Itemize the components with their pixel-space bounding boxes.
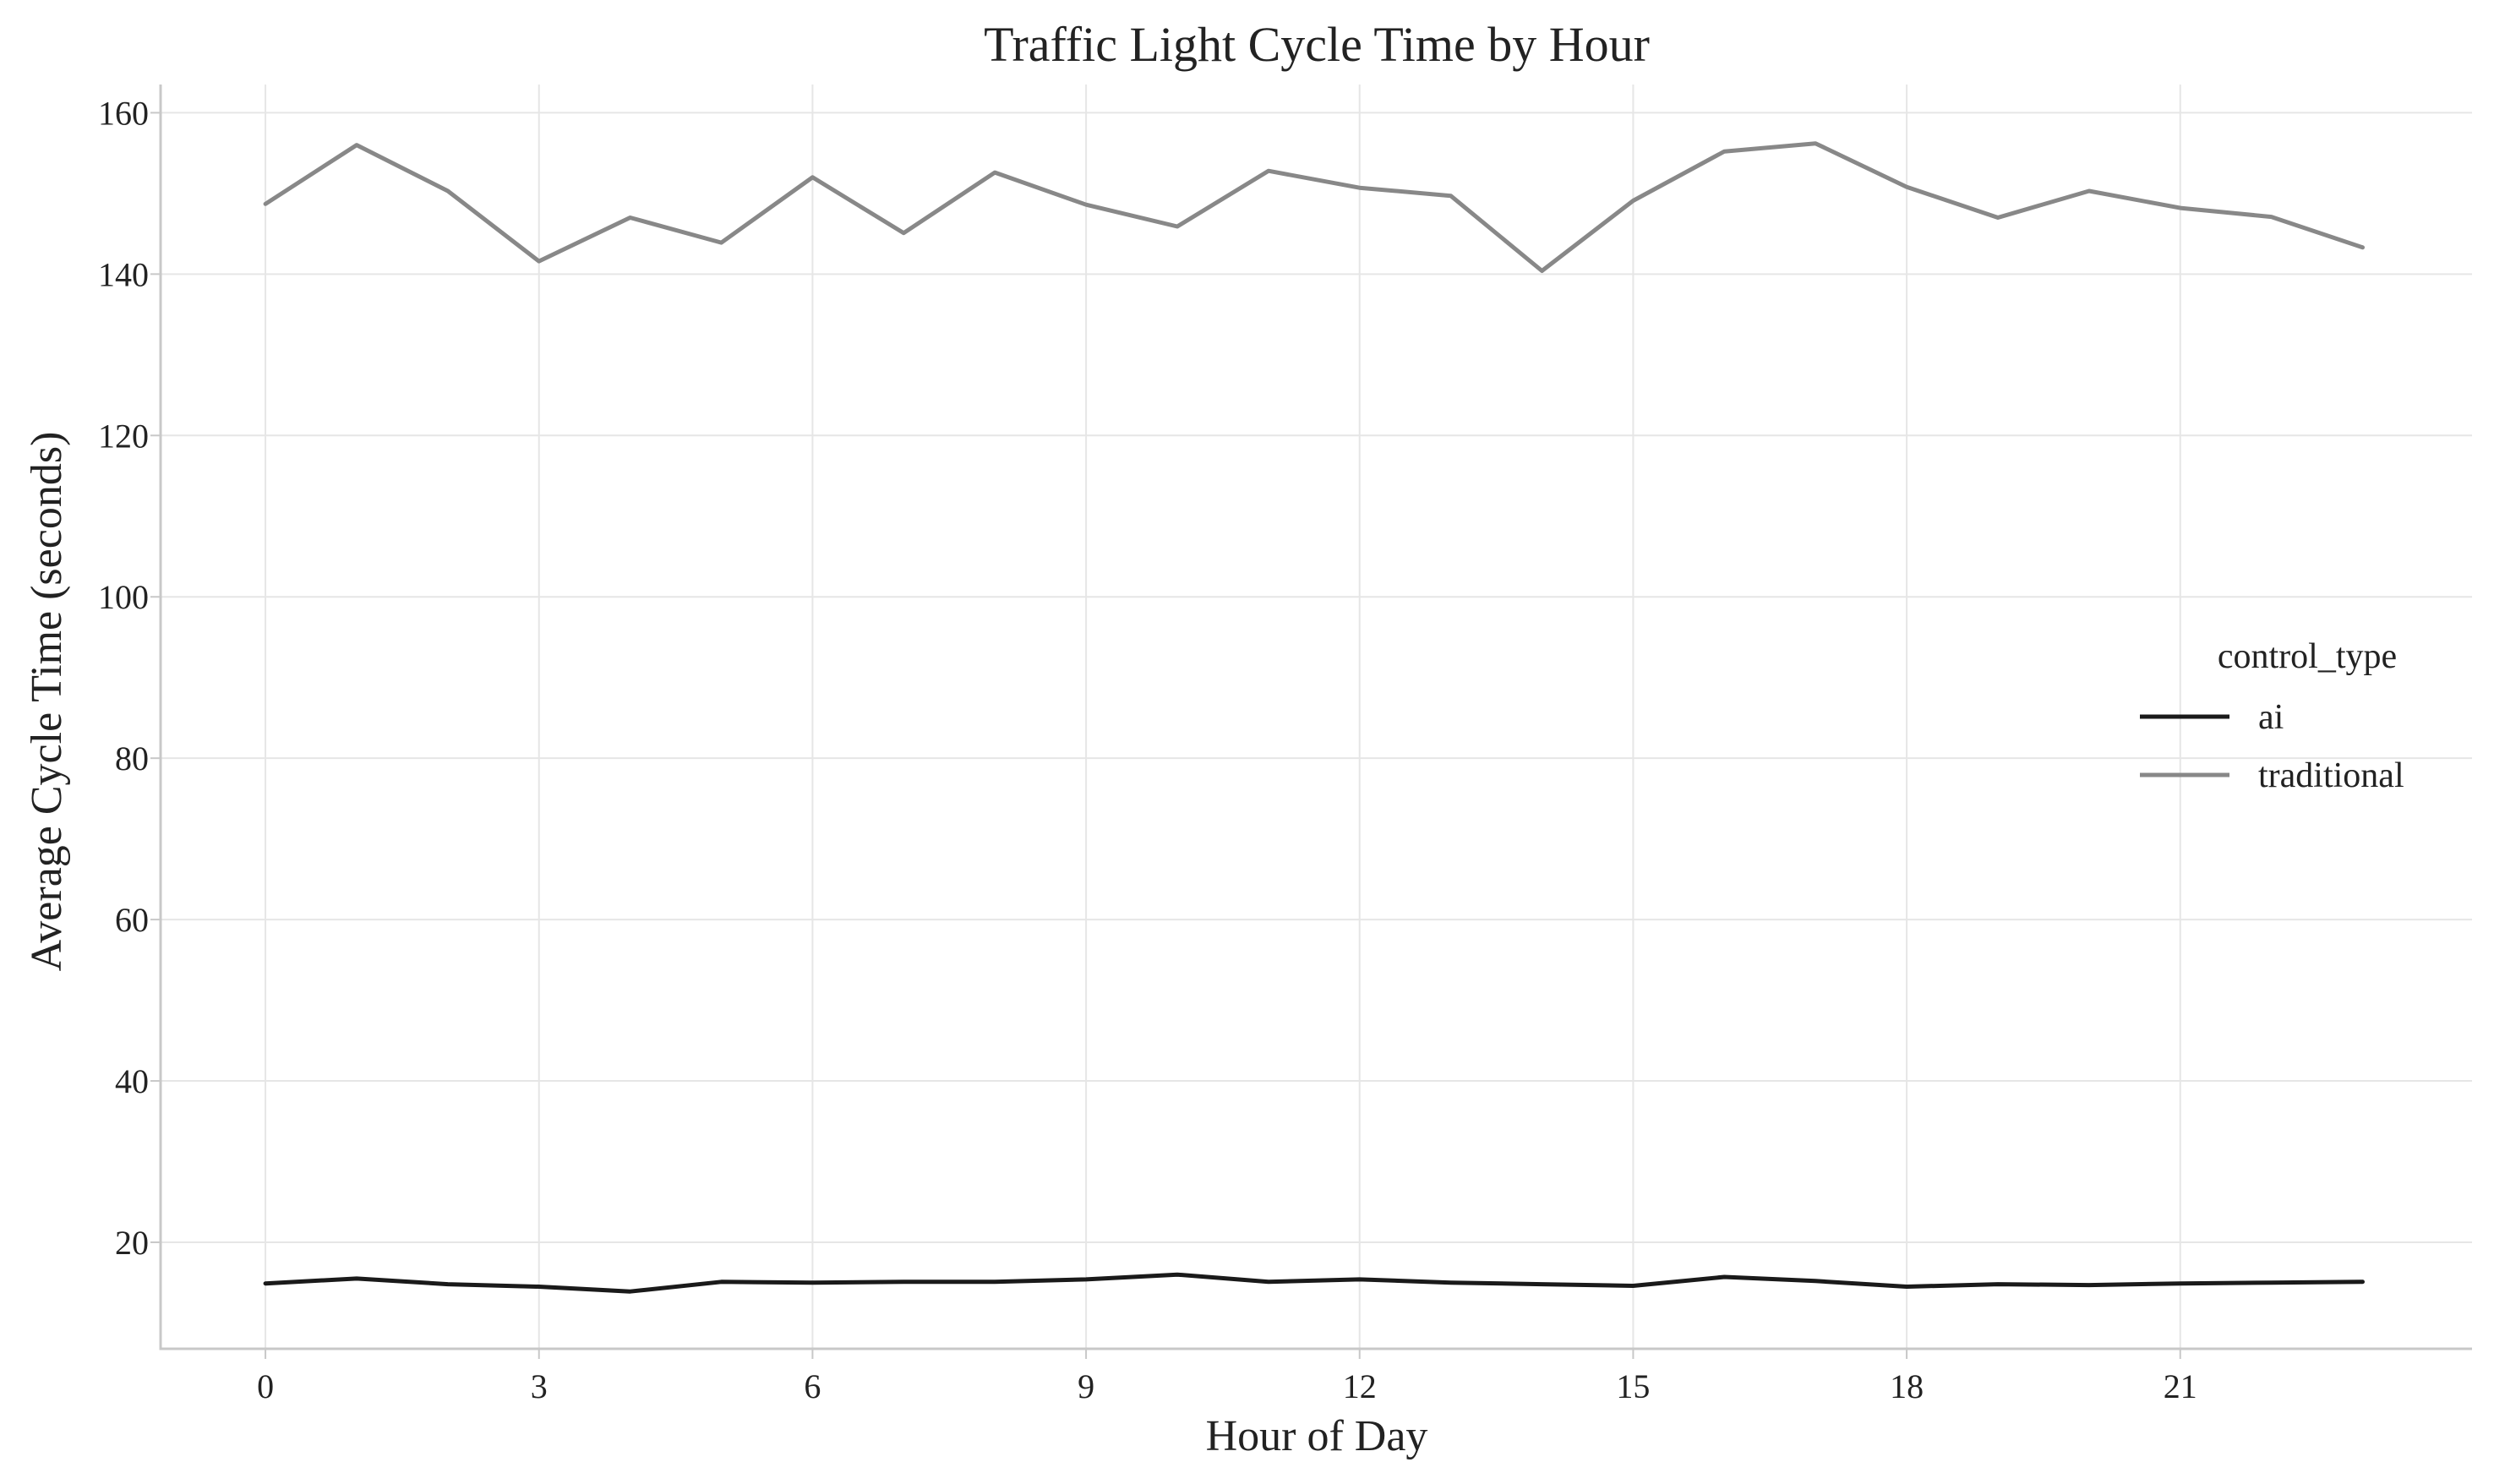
tick-labels: 0 3 6 9 12 15 18 21 20 40 60 80 100 120 140 160 [98, 94, 2197, 1405]
x-tick-label: 0 [257, 1367, 274, 1405]
series-line-traditional [263, 141, 2365, 273]
y-tick-label: 20 [115, 1224, 149, 1262]
x-tick-label: 21 [2164, 1367, 2197, 1405]
legend-label-traditional: traditional [2258, 756, 2404, 795]
x-tick-label: 6 [804, 1367, 821, 1405]
x-tick-label: 18 [1890, 1367, 1924, 1405]
y-tick-label: 80 [115, 739, 149, 777]
x-axis-label: Hour of Day [1206, 1412, 1428, 1460]
y-tick-label: 140 [98, 255, 149, 293]
y-tick-label: 160 [98, 94, 149, 132]
chart-title: Traffic Light Cycle Time by Hour [984, 17, 1650, 72]
y-tick-label: 40 [115, 1062, 149, 1100]
x-tick-label: 3 [531, 1367, 548, 1405]
x-tick-label: 12 [1343, 1367, 1377, 1405]
x-tick-label: 9 [1078, 1367, 1094, 1405]
legend-label-ai: ai [2258, 698, 2284, 737]
y-tick-label: 100 [98, 578, 149, 616]
y-axis-label: Average Cycle Time (seconds) [23, 432, 71, 972]
grid-lines [161, 85, 2472, 1349]
series-line-ai [263, 1272, 2365, 1294]
axis-spines [159, 85, 2472, 1350]
series-lines [263, 141, 2365, 1294]
y-tick-label: 120 [98, 417, 149, 455]
axes [150, 85, 2472, 1359]
legend: control_type ai traditional [2140, 637, 2404, 795]
legend-title: control_type [2218, 637, 2397, 676]
x-tick-label: 15 [1616, 1367, 1650, 1405]
y-tick-label: 60 [115, 901, 149, 939]
